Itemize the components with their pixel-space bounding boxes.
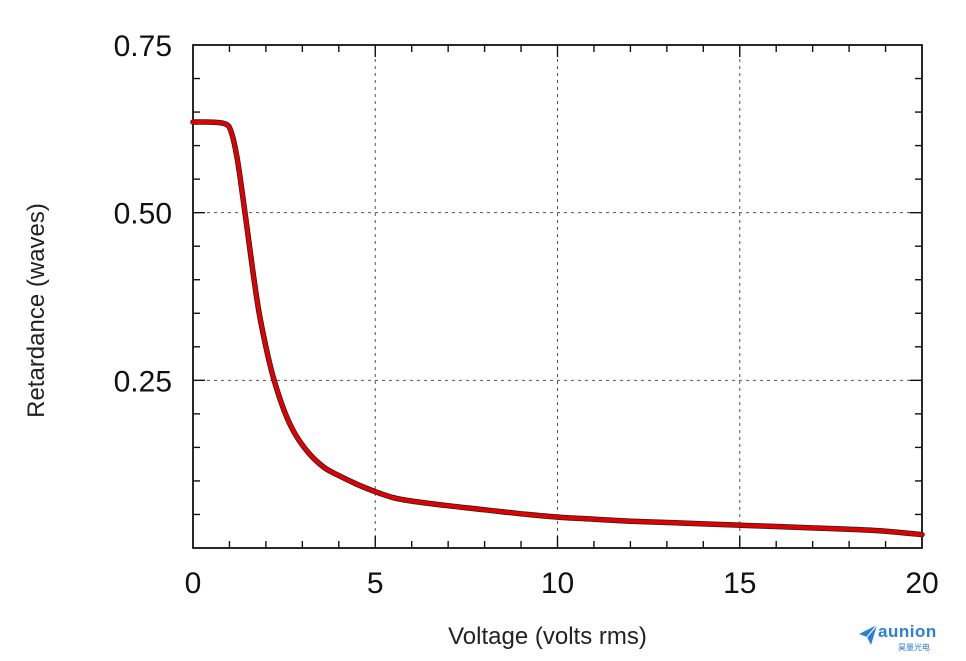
y-axis-title: Retardance (waves) — [23, 203, 50, 418]
logo-wordmark: aunion — [878, 622, 937, 641]
minor-ticks — [193, 45, 922, 548]
x-tick-label-20: 20 — [905, 567, 938, 600]
x-tick-label-5: 5 — [367, 567, 384, 600]
plot-frame — [192, 44, 923, 549]
logo-subtext: 昊量光电 — [898, 643, 930, 652]
aunion-logo: aunion 昊量光电 — [858, 620, 962, 658]
series-group — [190, 119, 925, 538]
x-tick-label-10: 10 — [541, 567, 574, 600]
grid-lines — [193, 45, 922, 548]
x-axis-title: Voltage (volts rms) — [448, 623, 647, 650]
x-tick-label-15: 15 — [723, 567, 756, 600]
y-tick-label-0_75: 0.75 — [114, 30, 172, 63]
y-tick-label-0_5: 0.50 — [114, 198, 172, 231]
x-tick-label-0: 0 — [185, 567, 202, 600]
x-tick-labels: 0 5 10 15 20 — [185, 567, 939, 600]
series-line-0 — [191, 119, 924, 537]
y-tick-labels: 0.25 0.50 0.75 — [114, 30, 172, 398]
paper-plane-icon — [859, 624, 878, 645]
y-tick-label-0_25: 0.25 — [114, 365, 172, 398]
